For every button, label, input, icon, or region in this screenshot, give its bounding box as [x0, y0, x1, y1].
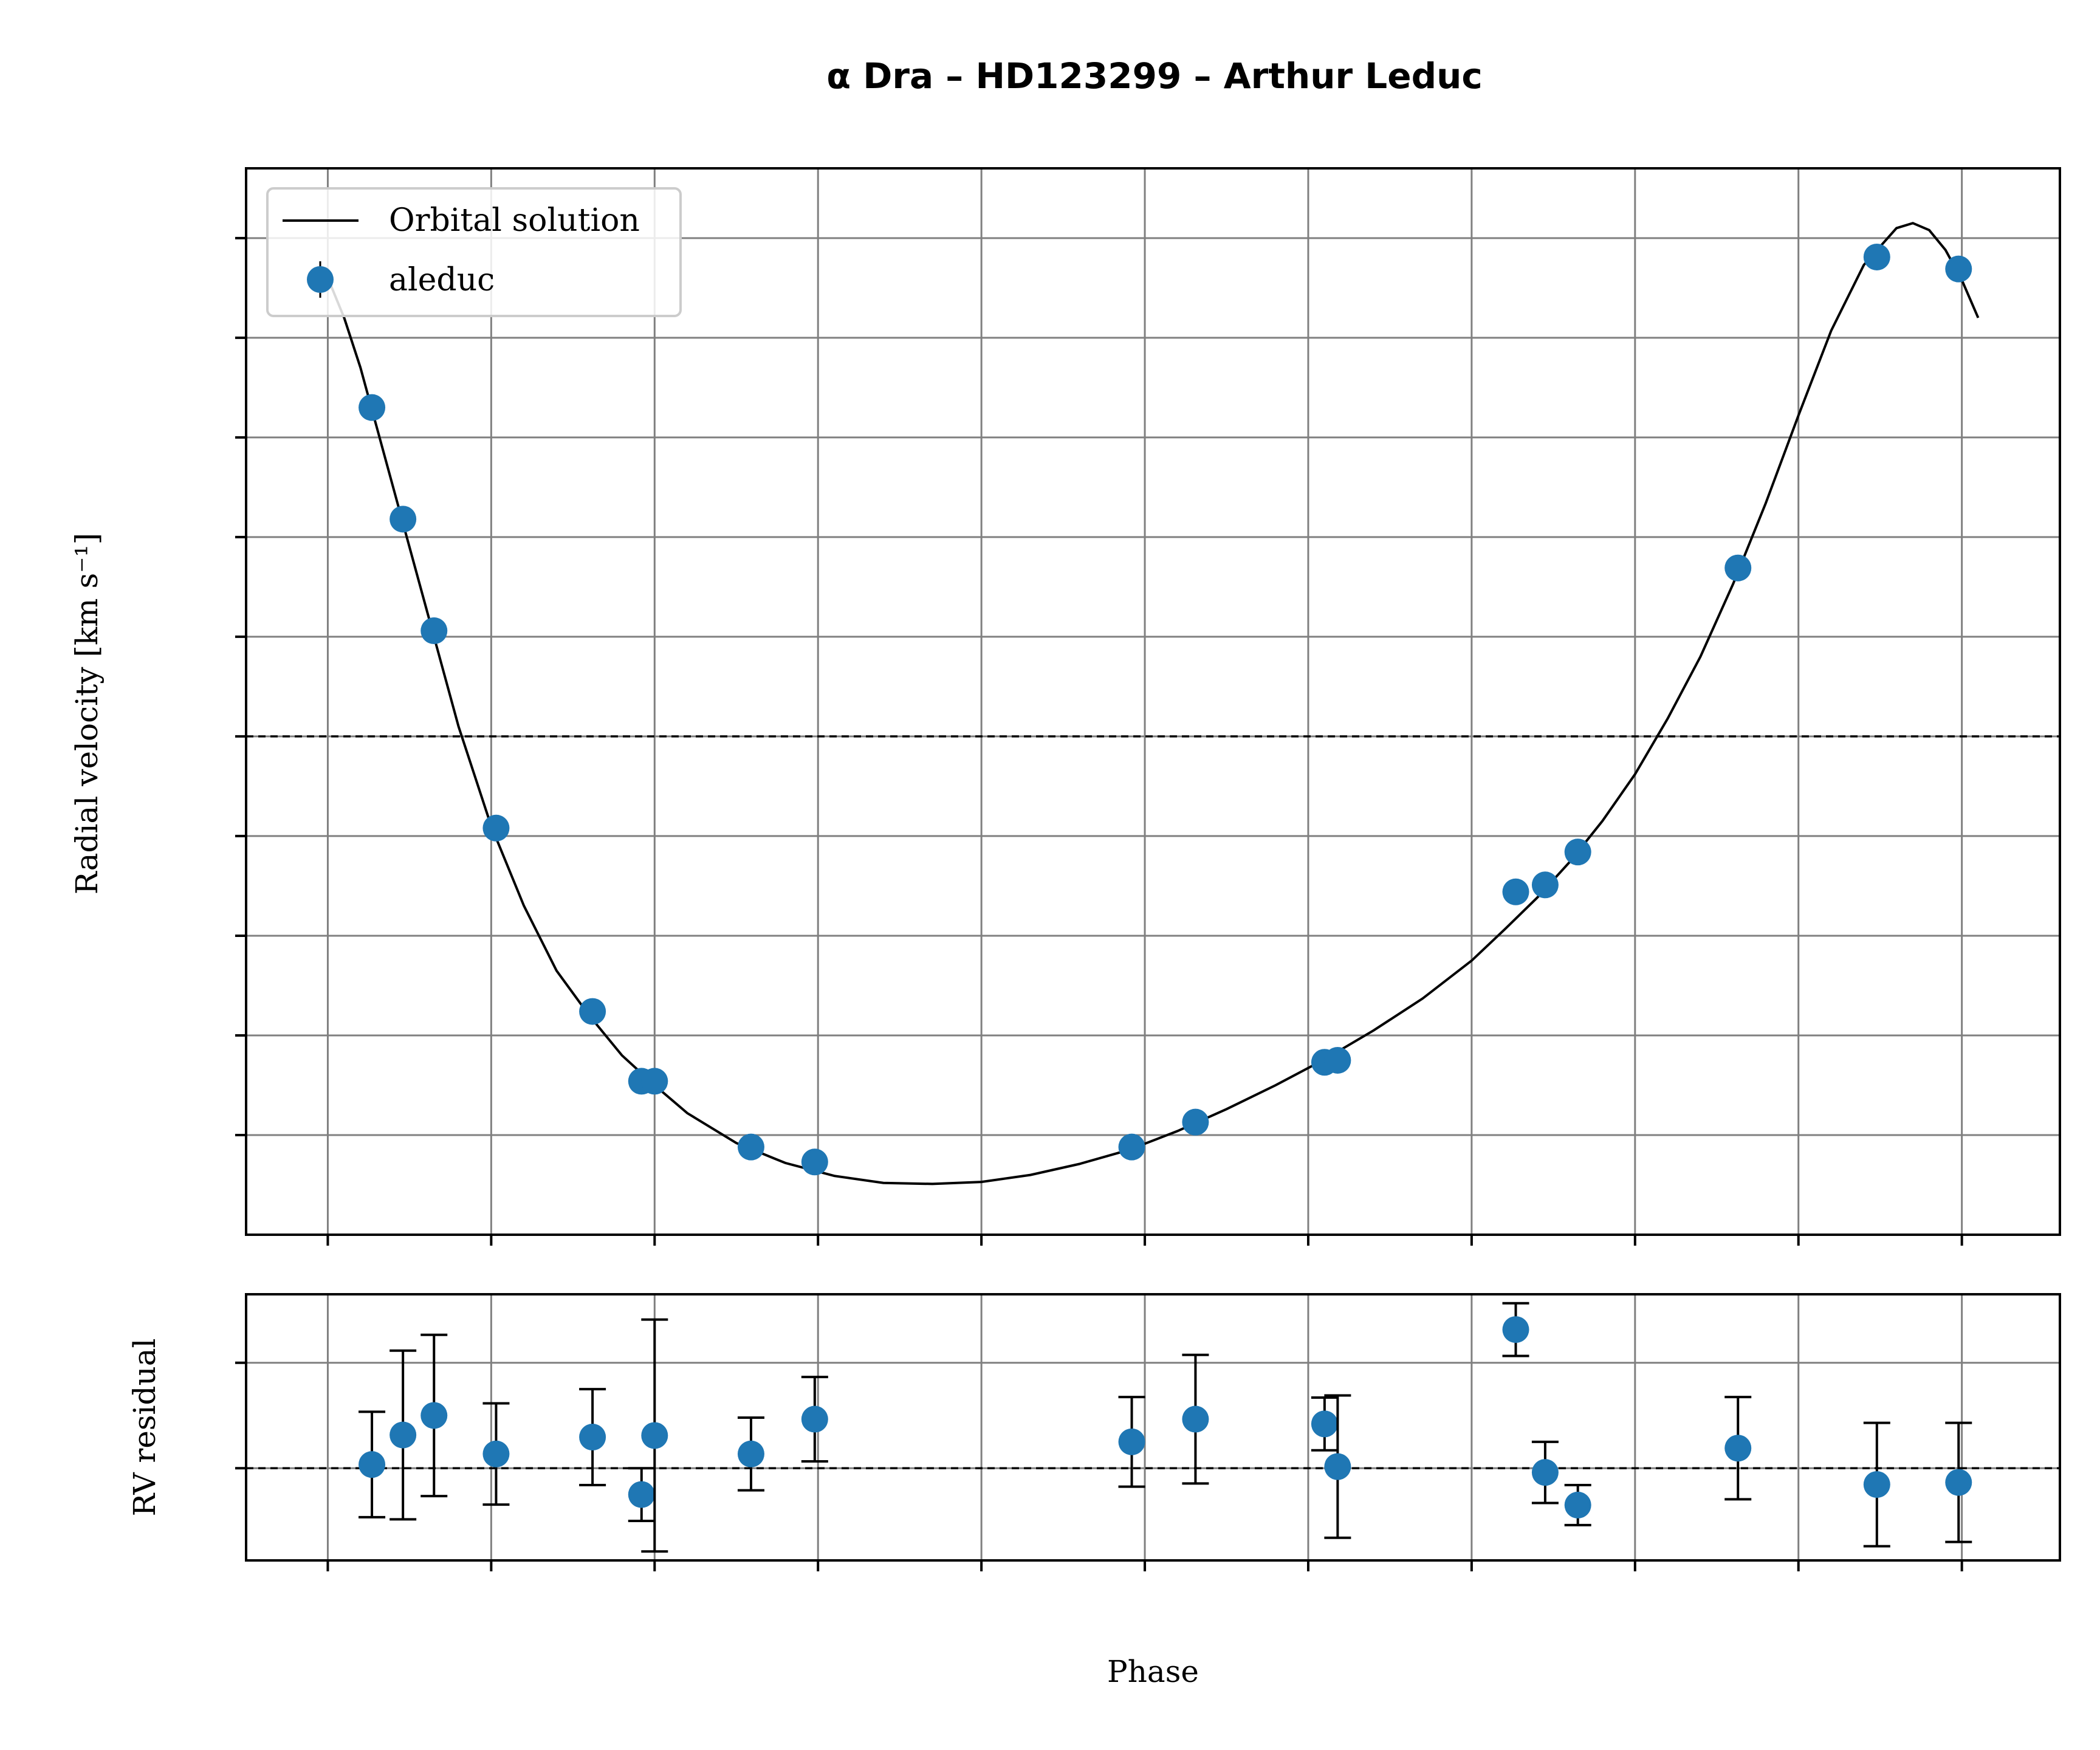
rv-data-point	[1945, 255, 1972, 283]
bottom-y-axis-label: RV residual	[127, 1338, 162, 1516]
bottom-grid	[246, 1294, 2060, 1560]
rv-data-point	[1863, 243, 1890, 270]
residual-data-point	[1724, 1435, 1752, 1462]
residual-data-point	[1311, 1410, 1338, 1438]
residual-data-point	[1324, 1453, 1351, 1480]
rv-data-point	[801, 1148, 828, 1176]
residual-data-point	[1502, 1316, 1529, 1343]
legend: Orbital solution aleduc	[266, 187, 682, 317]
top-y-axis-label: Radial velocity [km s⁻¹]	[69, 533, 105, 894]
bottom-ticks	[235, 1361, 1963, 1571]
residual-data-point	[1118, 1428, 1145, 1455]
residual-data-point	[579, 1424, 606, 1451]
residual-errorbar-group	[1564, 1483, 1591, 1526]
rv-data-point	[1324, 1046, 1351, 1074]
rv-data-point	[1564, 839, 1591, 866]
legend-marker-swatch	[307, 266, 334, 293]
top-grid	[246, 168, 2060, 1235]
residual-errorbar-group	[1311, 1396, 1338, 1452]
top-ticks	[235, 236, 1963, 1246]
residual-errorbar-group	[579, 1388, 606, 1486]
rv-data-point	[737, 1133, 764, 1161]
rv-data-point	[1502, 878, 1529, 905]
residual-data-point	[420, 1402, 448, 1429]
legend-label-orbital-solution: Orbital solution	[389, 202, 640, 239]
top-axes-frame	[245, 167, 2061, 1236]
residual-data-point	[628, 1481, 655, 1508]
residual-errorbar-group	[641, 1318, 668, 1553]
bottom-axes-frame	[245, 1293, 2061, 1562]
rv-data-point	[1118, 1133, 1145, 1161]
residual-data-point	[482, 1440, 510, 1467]
residual-errorbar-group	[359, 1410, 386, 1518]
residual-data-point	[1945, 1469, 1972, 1496]
residual-errorbar-group	[1324, 1394, 1351, 1539]
rv-data-point	[579, 998, 606, 1025]
rv-data-point	[482, 814, 510, 842]
legend-label-aleduc: aleduc	[389, 262, 495, 298]
residual-errorbar-group	[1182, 1353, 1209, 1485]
rv-data-point	[420, 617, 448, 645]
residual-errorbar-group	[420, 1333, 448, 1498]
residual-data-point	[389, 1421, 417, 1449]
rv-data-point	[1531, 871, 1559, 899]
rv-data-point	[641, 1068, 668, 1095]
x-axis-label: Phase	[1107, 1654, 1199, 1689]
residual-errorbar-group	[1945, 1421, 1972, 1543]
residual-data-point	[801, 1405, 828, 1433]
residual-errorbar-group	[737, 1416, 764, 1492]
rv-data-point	[389, 506, 417, 533]
radial-velocity-panel: Radial velocity [km s⁻¹] Orbital solutio…	[69, 167, 2061, 1246]
residual-data-point	[359, 1451, 386, 1478]
residual-data-point	[1182, 1405, 1209, 1433]
residual-errorbar-group	[389, 1349, 417, 1521]
residual-errorbar-group	[1118, 1396, 1145, 1488]
residual-errorbar-group	[628, 1467, 655, 1522]
residual-points	[359, 1302, 1972, 1553]
rv-data-point	[1724, 554, 1752, 582]
residual-data-point	[1564, 1491, 1591, 1518]
rv-data-point	[1182, 1108, 1209, 1136]
rv-data-point	[359, 394, 386, 421]
residual-errorbar-group	[1724, 1396, 1752, 1501]
residual-errorbar-group	[1502, 1302, 1529, 1357]
residual-errorbar-group	[1531, 1440, 1559, 1505]
residual-errorbar-group	[801, 1376, 828, 1463]
residual-data-point	[1863, 1471, 1890, 1498]
rv-points	[359, 243, 1972, 1176]
residual-errorbar-group	[1863, 1421, 1890, 1548]
residual-data-point	[737, 1440, 764, 1467]
legend-box	[266, 187, 682, 317]
residual-data-point	[641, 1422, 668, 1449]
residual-data-point	[1531, 1459, 1559, 1486]
chart-title: α Dra – HD123299 – Arthur Leduc	[826, 55, 1483, 97]
residual-panel: RV residual Phase	[127, 1293, 2061, 1689]
residual-errorbar-group	[482, 1402, 510, 1506]
